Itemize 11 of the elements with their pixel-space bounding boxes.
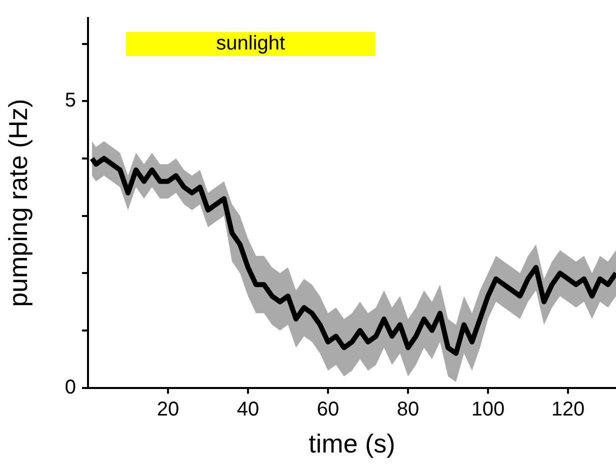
y-axis-title: pumping rate (Hz) xyxy=(2,98,33,307)
y-tick-label: 5 xyxy=(64,90,76,112)
x-tick-label: 120 xyxy=(551,398,585,420)
x-tick-label: 100 xyxy=(471,398,505,420)
x-tick-label: 60 xyxy=(316,398,340,420)
x-tick-label: 40 xyxy=(236,398,260,420)
y-tick-label: 0 xyxy=(64,376,76,398)
x-tick-label: 20 xyxy=(156,398,180,420)
x-axis-title: time (s) xyxy=(308,428,396,459)
x-tick-label: 80 xyxy=(396,398,420,420)
band-label: sunlight xyxy=(216,32,286,55)
